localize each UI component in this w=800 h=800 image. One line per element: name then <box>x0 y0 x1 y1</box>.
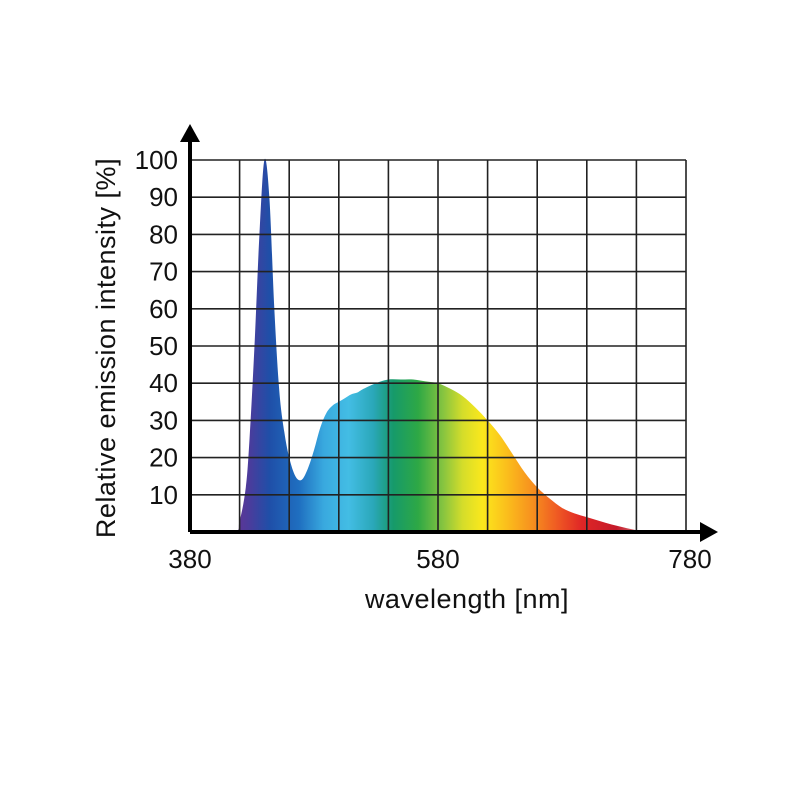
y-tick-label: 10 <box>149 480 178 510</box>
grid <box>190 159 687 532</box>
y-tick-label: 80 <box>149 219 178 249</box>
y-tick-label: 100 <box>135 145 178 175</box>
y-tick-label: 20 <box>149 443 178 473</box>
y-tick-label: 40 <box>149 368 178 398</box>
x-tick-label: 380 <box>168 544 211 574</box>
y-tick-label: 70 <box>149 257 178 287</box>
x-tick-labels: 380 580 780 <box>168 544 711 574</box>
y-tick-label: 50 <box>149 331 178 361</box>
x-axis-arrow-icon <box>700 522 718 542</box>
y-tick-label: 60 <box>149 294 178 324</box>
x-axis-label: wavelength [nm] <box>364 584 569 614</box>
y-axis-label: Relative emission intensity [%] <box>91 158 121 538</box>
y-tick-labels: 10 20 30 40 50 60 70 80 90 100 <box>135 145 178 510</box>
x-tick-label: 780 <box>668 544 711 574</box>
y-tick-label: 90 <box>149 182 178 212</box>
y-axis-arrow-icon <box>180 124 200 142</box>
x-axis <box>190 522 718 542</box>
y-tick-label: 30 <box>149 405 178 435</box>
x-tick-label: 580 <box>416 544 459 574</box>
y-axis <box>180 124 200 532</box>
